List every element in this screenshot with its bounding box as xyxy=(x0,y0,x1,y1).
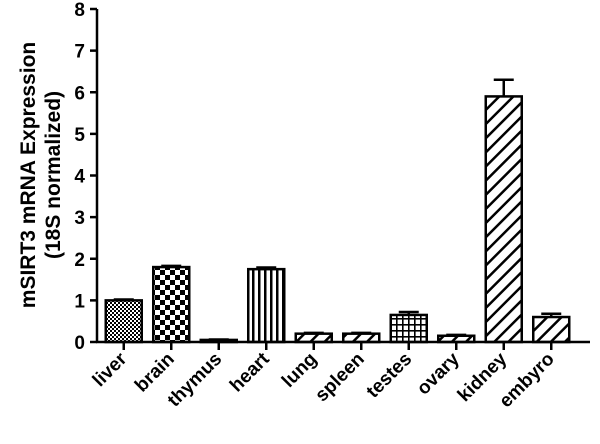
bar-rect xyxy=(389,313,428,344)
bar-testes xyxy=(389,310,428,344)
y-tick-label: 3 xyxy=(74,208,85,229)
bar-spleen xyxy=(342,331,381,344)
bar-liver xyxy=(104,298,143,344)
y-axis-label-line2: (18S normalized) xyxy=(42,91,65,259)
y-tick-label: 6 xyxy=(74,83,85,104)
y-axis-ticks: 0 1 2 3 4 5 6 7 8 xyxy=(74,0,97,354)
y-tick-label: 2 xyxy=(74,250,85,271)
x-tick-label-spleen: spleen xyxy=(311,349,368,406)
y-tick-label: 1 xyxy=(74,291,85,312)
bars xyxy=(104,78,571,344)
bar-rect xyxy=(532,315,571,344)
x-tick-label-testes: testes xyxy=(363,349,417,403)
y-tick-label: 7 xyxy=(74,42,85,63)
x-tick-label-heart: heart xyxy=(226,348,274,396)
bar-rect xyxy=(152,265,191,344)
y-tick-label: 8 xyxy=(74,0,85,21)
y-tick-label: 4 xyxy=(74,167,85,188)
x-tick-label-lung: lung xyxy=(278,349,321,392)
bar-heart xyxy=(247,266,286,344)
bar-rect xyxy=(484,95,523,344)
y-tick-label: 0 xyxy=(74,333,85,354)
bar-rect xyxy=(104,299,143,344)
y-tick-label: 5 xyxy=(74,125,85,146)
bar-lung xyxy=(294,331,333,344)
y-axis-label-line1: mSIRT3 mRNA Expression xyxy=(17,42,40,308)
bar-kidney xyxy=(484,78,523,344)
bar-rect xyxy=(247,267,286,344)
bar-embyro xyxy=(532,312,571,344)
bar-brain xyxy=(152,264,191,344)
y-axis-label: mSIRT3 mRNA Expression (18S normalized) xyxy=(17,42,65,308)
x-tick-label-liver: liver xyxy=(89,348,132,391)
